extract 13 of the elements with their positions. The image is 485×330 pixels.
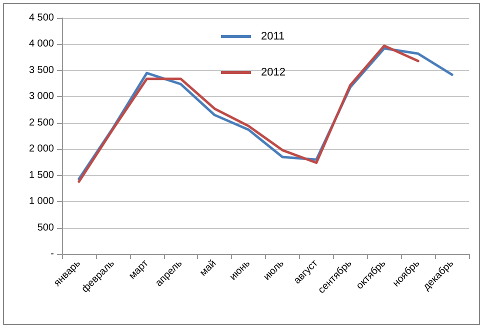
legend-label: 2012 — [261, 66, 286, 78]
y-tick-label: 3 000 — [28, 91, 54, 102]
x-tick-label: май — [198, 258, 219, 279]
legend-label: 2011 — [261, 30, 285, 42]
y-tick-label: 1 000 — [28, 196, 54, 208]
y-tick-label: 500 — [37, 222, 54, 234]
y-tick-label: 3 500 — [28, 64, 54, 76]
y-tick-label: - — [50, 248, 54, 260]
y-tick-label: 4 000 — [28, 38, 54, 50]
y-tick-label: 1 500 — [28, 170, 54, 181]
y-tick-label: 4 500 — [28, 12, 54, 24]
y-tick-label: 2 000 — [28, 144, 54, 155]
y-tick-label: 2 500 — [28, 117, 54, 128]
